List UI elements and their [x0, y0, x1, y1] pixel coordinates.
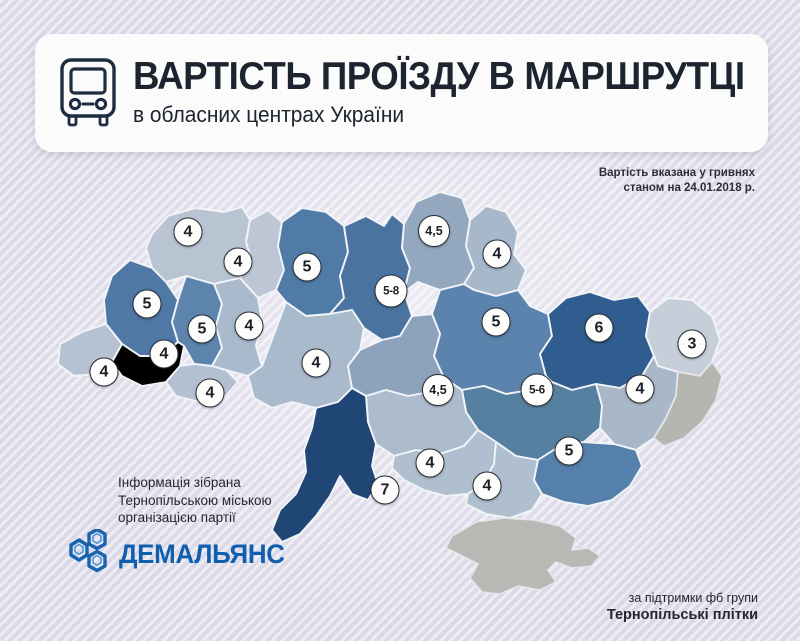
value-badge-vinnytsia[interactable]: 4	[301, 348, 331, 378]
page-subtitle: в обласних центрах України	[133, 101, 405, 127]
logo-wordmark: ДЕМАЛЬЯНС	[119, 539, 285, 569]
currency-note-line1: Вартість вказана у гривнях	[598, 167, 755, 179]
support-note: за підтримки фб групи Тернопільські пліт…	[607, 590, 758, 624]
credit-block: Інформація зібрана Тернопільською місько…	[69, 474, 292, 581]
hexagon-cluster-icon	[69, 528, 107, 572]
value-badge-mykolaiv[interactable]: 4	[472, 471, 502, 501]
header-card: ВАРТІСТЬ ПРОЇЗДУ В МАРШРУТЦІ в обласних …	[35, 34, 768, 152]
value-badge-luhansk[interactable]: 3	[677, 329, 707, 359]
value-badge-kirovohrad[interactable]: 4	[415, 448, 445, 478]
support-note-line2: Тернопільські плітки	[606, 607, 758, 623]
value-badge-dnipro[interactable]: 5-6	[520, 373, 554, 407]
value-badge-cherkasy[interactable]: 4,5	[422, 374, 454, 406]
bus-icon	[60, 58, 116, 127]
ukraine-map: 4 4 5 5 4 4 4 4 5 4 5-8 4,5 4 5 6 3 4 4,5 5-6 4 5 4 7	[0, 150, 800, 620]
credit-line-3: організацією партії	[118, 510, 236, 525]
credit-line-2: Тернопільською міською	[118, 492, 272, 508]
value-badge-zakarpattia[interactable]: 4	[89, 357, 119, 387]
region-zaporizhzhia[interactable]	[533, 441, 643, 507]
value-badge-donetsk[interactable]: 4	[625, 374, 655, 404]
value-badge-chernivtsi[interactable]: 4	[195, 378, 225, 408]
value-badge-ivano[interactable]: 4	[149, 339, 179, 369]
support-note-line1: за підтримки фб групи	[628, 591, 758, 605]
page-title: ВАРТІСТЬ ПРОЇЗДУ В МАРШРУТЦІ	[133, 54, 745, 98]
value-badge-volyn[interactable]: 4	[173, 217, 203, 247]
value-badge-odesa[interactable]: 7	[370, 475, 400, 505]
currency-note: Вартість вказана у гривнях станом на 24.…	[599, 166, 755, 196]
demalians-logo[interactable]: ДЕМАЛЬЯНС	[58, 528, 292, 581]
value-badge-zaporizhzhia[interactable]: 5	[554, 436, 584, 466]
value-badge-lviv[interactable]: 5	[132, 289, 162, 319]
credit-line-1: Інформація зібрана	[118, 475, 241, 490]
value-badge-zhytomyr[interactable]: 5	[292, 252, 322, 282]
value-badge-kyiv[interactable]: 5-8	[374, 274, 408, 308]
header-text-block: ВАРТІСТЬ ПРОЇЗДУ В МАРШРУТЦІ в обласних …	[133, 54, 784, 130]
value-badge-poltava[interactable]: 5	[481, 307, 511, 337]
value-badge-khmelnytskyi[interactable]: 4	[234, 311, 264, 341]
region-crimea	[444, 517, 602, 595]
region-odesa[interactable]	[271, 387, 379, 543]
value-badge-kharkiv[interactable]: 6	[584, 313, 614, 343]
region-occupied-donbas	[652, 360, 723, 447]
value-badge-chernihiv[interactable]: 4,5	[418, 215, 450, 247]
value-badge-sumy[interactable]: 4	[482, 239, 512, 269]
currency-note-line2: станом на 24.01.2018 р.	[623, 182, 755, 194]
value-badge-rivne[interactable]: 4	[223, 247, 253, 277]
value-badge-ternopil[interactable]: 5	[187, 314, 217, 344]
